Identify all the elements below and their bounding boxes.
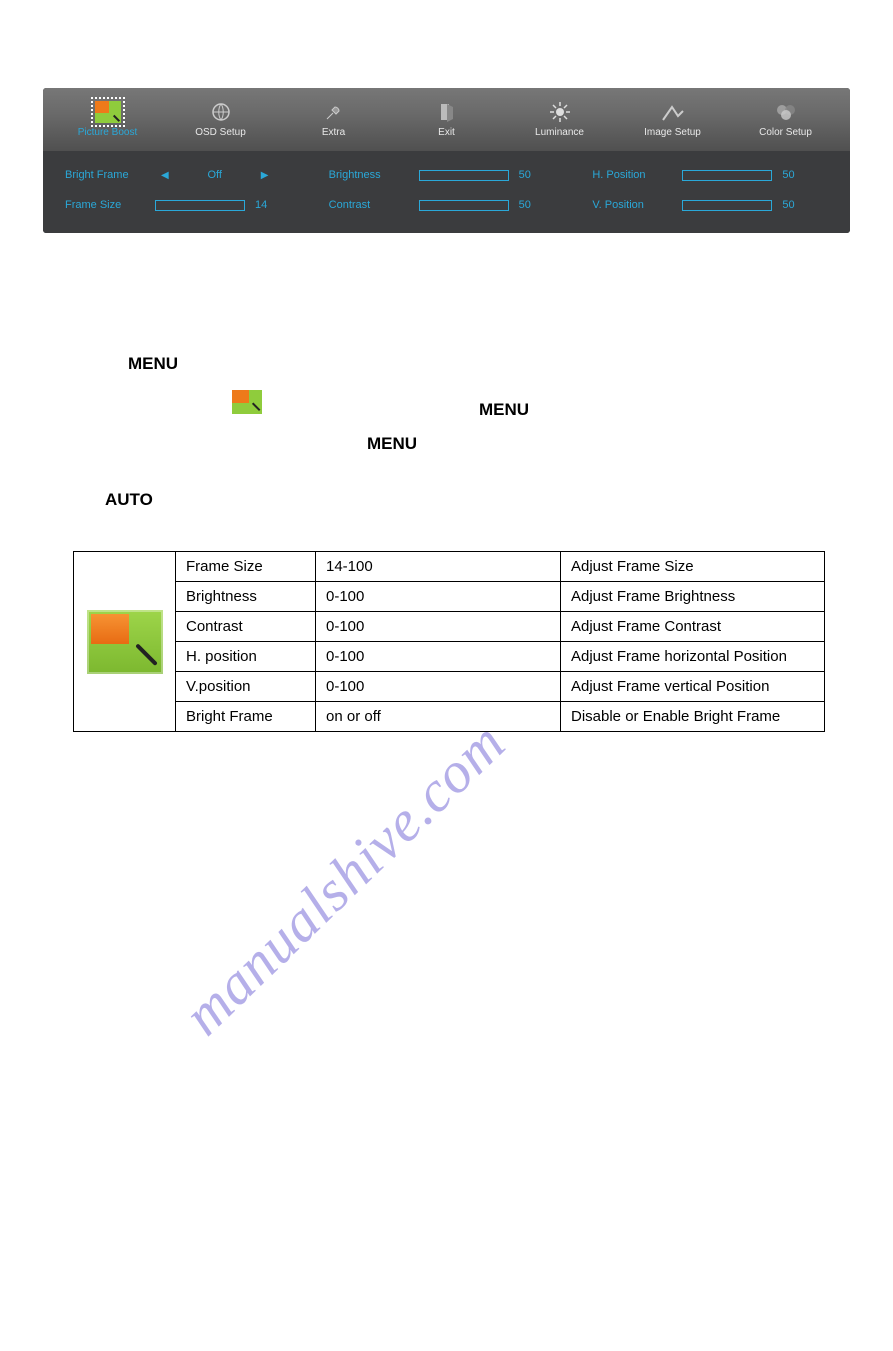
table-cell: Contrast (176, 612, 316, 642)
table-cell: 14-100 (316, 552, 561, 582)
control-label: Bright Frame (65, 169, 145, 181)
parameters-table: Frame Size 14-100 Adjust Frame Size Brig… (73, 551, 825, 732)
control-value: 14 (255, 199, 279, 211)
sun-icon (547, 101, 573, 123)
control-value: 50 (519, 199, 543, 211)
tab-label: Extra (322, 127, 345, 138)
tab-label: Image Setup (644, 127, 701, 138)
table-cell: Adjust Frame horizontal Position (561, 642, 825, 672)
table-cell: Frame Size (176, 552, 316, 582)
control-bright-frame[interactable]: Bright Frame ◀ Off ▶ (65, 169, 301, 181)
tab-label: Color Setup (759, 127, 812, 138)
table-cell: Disable or Enable Bright Frame (561, 702, 825, 732)
slider-track[interactable] (682, 170, 772, 181)
table-cell: Adjust Frame Size (561, 552, 825, 582)
watermark-text: manualshive.com (170, 709, 518, 1048)
tab-luminance[interactable]: Luminance (503, 101, 616, 138)
tab-osd-setup[interactable]: OSD Setup (164, 101, 277, 138)
control-frame-size[interactable]: Frame Size 14 (65, 199, 301, 211)
tab-label: OSD Setup (195, 127, 246, 138)
table-icon-cell (74, 552, 176, 732)
table-cell: 0-100 (316, 642, 561, 672)
table-cell: on or off (316, 702, 561, 732)
picture-boost-icon (95, 101, 121, 123)
picture-boost-icon (232, 390, 262, 414)
control-h-position[interactable]: H. Position 50 (592, 169, 828, 181)
osd-controls: Bright Frame ◀ Off ▶ Brightness 50 H. Po… (43, 151, 850, 233)
table-cell: Adjust Frame Brightness (561, 582, 825, 612)
control-label: V. Position (592, 199, 672, 211)
tab-extra[interactable]: Extra (277, 101, 390, 138)
osd-panel: Picture Boost OSD Setup Extra Exit Lumin… (43, 88, 850, 233)
control-value: 50 (782, 199, 806, 211)
text-menu: MENU (128, 354, 178, 374)
table-cell: V.position (176, 672, 316, 702)
table-cell: Adjust Frame Contrast (561, 612, 825, 642)
text-menu: MENU (367, 434, 417, 454)
table-cell: 0-100 (316, 612, 561, 642)
table-cell: 0-100 (316, 582, 561, 612)
globe-icon (208, 101, 234, 123)
control-v-position[interactable]: V. Position 50 (592, 199, 828, 211)
control-contrast[interactable]: Contrast 50 (329, 199, 565, 211)
tab-picture-boost[interactable]: Picture Boost (51, 101, 164, 138)
control-value: 50 (519, 169, 543, 181)
slider-track[interactable] (682, 200, 772, 211)
table-cell: Bright Frame (176, 702, 316, 732)
slider-track[interactable] (155, 200, 245, 211)
control-value: Off (185, 169, 245, 181)
slider-track[interactable] (419, 200, 509, 211)
text-auto: AUTO (105, 490, 153, 510)
control-label: H. Position (592, 169, 672, 181)
slider-track[interactable] (419, 170, 509, 181)
control-label: Contrast (329, 199, 409, 211)
table-cell: H. position (176, 642, 316, 672)
text-menu: MENU (479, 400, 529, 420)
left-arrow-icon[interactable]: ◀ (155, 170, 175, 181)
tab-label: Luminance (535, 127, 584, 138)
tab-image-setup[interactable]: Image Setup (616, 101, 729, 138)
tools-icon (321, 101, 347, 123)
exit-icon (434, 101, 460, 123)
tab-color-setup[interactable]: Color Setup (729, 101, 842, 138)
control-label: Frame Size (65, 199, 145, 211)
image-icon (660, 101, 686, 123)
right-arrow-icon[interactable]: ▶ (255, 170, 275, 181)
control-value: 50 (782, 169, 806, 181)
color-icon (773, 101, 799, 123)
tab-label: Exit (438, 127, 455, 138)
table-cell: 0-100 (316, 672, 561, 702)
tab-exit[interactable]: Exit (390, 101, 503, 138)
control-label: Brightness (329, 169, 409, 181)
picture-boost-icon (87, 610, 163, 674)
tab-label: Picture Boost (78, 127, 137, 138)
osd-tab-bar: Picture Boost OSD Setup Extra Exit Lumin… (43, 88, 850, 151)
table-cell: Adjust Frame vertical Position (561, 672, 825, 702)
table-cell: Brightness (176, 582, 316, 612)
control-brightness[interactable]: Brightness 50 (329, 169, 565, 181)
